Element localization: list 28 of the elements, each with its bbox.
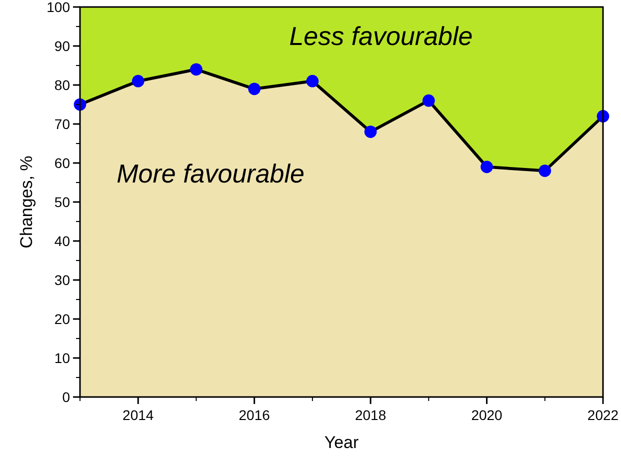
y-tick-label: 70 <box>54 116 70 132</box>
x-tick-label: 2022 <box>587 407 619 423</box>
y-tick-label: 30 <box>54 272 70 288</box>
x-axis-title: Year <box>324 433 360 452</box>
series-label: More favourable <box>116 158 304 188</box>
y-tick-label: 20 <box>54 311 70 327</box>
y-tick-label: 0 <box>62 389 70 405</box>
x-tick-label: 2016 <box>238 407 270 423</box>
point <box>422 94 435 107</box>
point <box>306 74 319 88</box>
y-tick-label: 90 <box>54 38 70 54</box>
y-tick-label: 10 <box>54 350 70 366</box>
y-tick-label: 80 <box>54 77 70 93</box>
point <box>190 63 202 76</box>
y-tick-label: 40 <box>54 233 70 249</box>
y-tick-label: 60 <box>54 155 70 171</box>
x-tick-label: 2014 <box>122 407 154 423</box>
y-tick-label: 50 <box>54 194 70 210</box>
point <box>132 74 144 88</box>
point <box>538 164 552 177</box>
y-tick-label: 100 <box>46 0 70 15</box>
point <box>480 160 493 174</box>
x-tick-label: 2020 <box>471 407 503 423</box>
x-tick-label: 2018 <box>354 407 386 423</box>
y-axis-title: Changes, % <box>17 156 36 248</box>
point <box>248 82 261 96</box>
point <box>364 126 377 138</box>
band-label: Less favourable <box>289 21 473 52</box>
